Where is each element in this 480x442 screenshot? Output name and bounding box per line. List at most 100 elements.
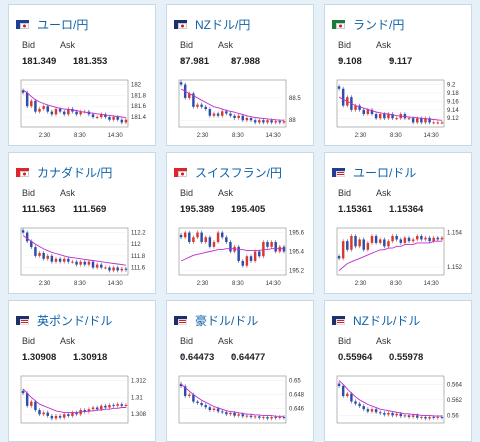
price-chart[interactable]: 1.154 1.152 2:30 8:30 14:30 (333, 225, 466, 287)
pair-name[interactable]: 英ポンド/ドル (37, 313, 113, 328)
price-chart[interactable]: 195.6 195.4 195.2 2:30 8:30 14:30 (175, 225, 308, 287)
candle-body (58, 415, 62, 418)
pair-name[interactable]: 豪ドル/ドル (195, 313, 259, 328)
plot-area (20, 375, 129, 424)
candle-body (50, 415, 54, 419)
ask-label: Ask (60, 188, 76, 198)
candle-body (54, 108, 58, 115)
pair-name[interactable]: スイスフラン/円 (195, 165, 282, 180)
candle-body (58, 108, 62, 112)
bid-label: Bid (338, 188, 352, 198)
price-chart[interactable]: 182 181.8 181.6 181.4 2:30 8:30 14:30 (17, 77, 150, 139)
candle-body (21, 230, 25, 233)
candle-body (378, 114, 382, 119)
pair-name[interactable]: ユーロ/円 (37, 17, 89, 32)
candle-body (436, 237, 440, 240)
pair-name[interactable]: NZドル/円 (195, 17, 251, 32)
card-header[interactable]: ユーロ/ドル (332, 164, 416, 180)
candle-body (116, 117, 119, 120)
pair-name[interactable]: NZドル/ドル (353, 313, 421, 328)
rate-card[interactable]: 英ポンド/ドル Bid Ask ↑ 1.30908 ↑ 1.30918 1.312 1… (8, 300, 156, 442)
candle-body (354, 401, 357, 404)
candle-body (358, 403, 361, 407)
candle-body (407, 415, 411, 417)
candle-body (249, 117, 253, 121)
price-chart[interactable]: 0.564 0.562 0.56 (333, 373, 466, 435)
card-header[interactable]: ユーロ/円 (16, 16, 88, 32)
price-chart[interactable]: 1.312 1.31 1.308 (17, 373, 150, 435)
up-arrow-icon: ↑ (73, 204, 78, 215)
card-header[interactable]: ランド/円 (332, 16, 404, 32)
candle-body (383, 114, 386, 119)
rate-card[interactable]: NZドル/円 Bid Ask ↑ 87.981 ↑ 87.988 88.5 88 2:3… (166, 4, 314, 146)
rate-card[interactable]: ランド/円 Bid Ask ↑ 9.108 ↑ 9.117 9.2 9.18 9.16 9… (324, 4, 472, 146)
up-arrow-icon: ↑ (180, 56, 185, 67)
y-tick-label: 1.154 (447, 231, 463, 237)
candle-body (79, 111, 82, 115)
ask-label: Ask (376, 188, 392, 198)
x-tick-label: 2:30 (39, 133, 51, 139)
candle-body (424, 237, 427, 240)
up-arrow-icon: ↑ (389, 56, 394, 67)
candle-body (403, 237, 407, 243)
y-tick-label: 181.4 (131, 115, 147, 121)
x-tick-label: 14:30 (424, 133, 440, 139)
candle-body (67, 108, 70, 115)
y-tick-label: 1.308 (131, 412, 147, 418)
candle-body (124, 404, 128, 406)
bid-label: Bid (338, 40, 352, 50)
candle-body (46, 412, 49, 416)
candle-body (270, 242, 273, 247)
candle-body (204, 106, 207, 110)
card-header[interactable]: カナダドル/円 (16, 164, 112, 180)
candle-body (112, 117, 115, 120)
rate-card[interactable]: カナダドル/円 Bid Ask ↑ 111.563 ↑ 111.569 112.2 1… (8, 152, 156, 294)
candle-body (440, 237, 444, 240)
candle-body (196, 232, 199, 238)
candle-body (91, 261, 95, 268)
moving-average-line (180, 88, 284, 121)
candle-body (416, 235, 419, 240)
y-tick-label: 9.16 (447, 99, 459, 105)
rate-card[interactable]: NZドル/ドル Bid Ask 0.55964 0.55978 0.564 0.5… (324, 300, 472, 442)
y-tick-label: 195.2 (289, 268, 305, 274)
candle-body (428, 118, 431, 123)
y-tick-label: 112.2 (131, 231, 146, 237)
moving-average-line (180, 248, 284, 262)
rate-card[interactable]: スイスフラン/円 Bid Ask ↑ 195.389 ↑ 195.405 195.6… (166, 152, 314, 294)
x-tick-label: 2:30 (197, 281, 209, 287)
pair-name[interactable]: カナダドル/円 (37, 165, 113, 180)
price-chart[interactable]: 88.5 88 2:30 8:30 14:30 (175, 77, 308, 139)
candle-body (100, 264, 103, 268)
pair-name[interactable]: ランド/円 (353, 17, 405, 32)
candle-body (253, 416, 257, 418)
candle-body (374, 114, 378, 119)
ask-label: Ask (218, 336, 234, 346)
card-header[interactable]: スイスフラン/円 (174, 164, 282, 180)
candle-body (341, 88, 345, 106)
candle-body (192, 93, 195, 107)
rate-card[interactable]: ユーロ/ドル Bid Ask 1.15361 1.15364 1.154 1.15… (324, 152, 472, 294)
card-header[interactable]: 英ポンド/ドル (16, 312, 112, 328)
candle-body (395, 413, 398, 416)
candle-body (95, 264, 99, 268)
card-header[interactable]: NZドル/円 (174, 16, 250, 32)
moving-average-line (22, 235, 126, 266)
price-chart[interactable]: 112.2 112 111.8 111.6 2:30 8:30 14:30 (17, 225, 150, 287)
za-jp-flag (332, 19, 345, 29)
candle-body (440, 122, 444, 124)
pair-name[interactable]: ユーロ/ドル (353, 165, 417, 180)
card-header[interactable]: 豪ドル/ドル (174, 312, 258, 328)
candle-body (245, 256, 249, 266)
candle-body (424, 416, 427, 419)
x-tick-label: 14:30 (266, 133, 282, 139)
rate-card[interactable]: ユーロ/円 Bid Ask ↑ 181.349 ↑ 181.353 182 181.8… (8, 4, 156, 146)
candle-body (387, 413, 390, 415)
candle-body (100, 405, 103, 410)
rate-card[interactable]: 豪ドル/ドル Bid Ask ↑ 0.64473 ↑ 0.64477 0.65 0.6… (166, 300, 314, 442)
price-chart[interactable]: 9.2 9.18 9.16 9.14 9.12 2:30 8:30 14:30 (333, 77, 466, 139)
candle-body (274, 121, 277, 123)
bid-label: Bid (22, 188, 36, 198)
card-header[interactable]: NZドル/ドル (332, 312, 420, 328)
